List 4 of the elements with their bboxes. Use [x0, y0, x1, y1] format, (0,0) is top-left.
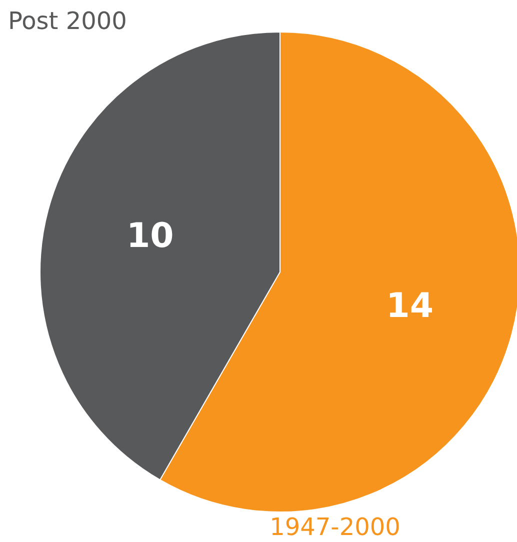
slice-label: 1947-2000	[270, 513, 400, 541]
slice-label: Post 2000	[8, 7, 127, 35]
data-label: 10	[126, 216, 174, 256]
data-label: 14	[386, 286, 434, 326]
